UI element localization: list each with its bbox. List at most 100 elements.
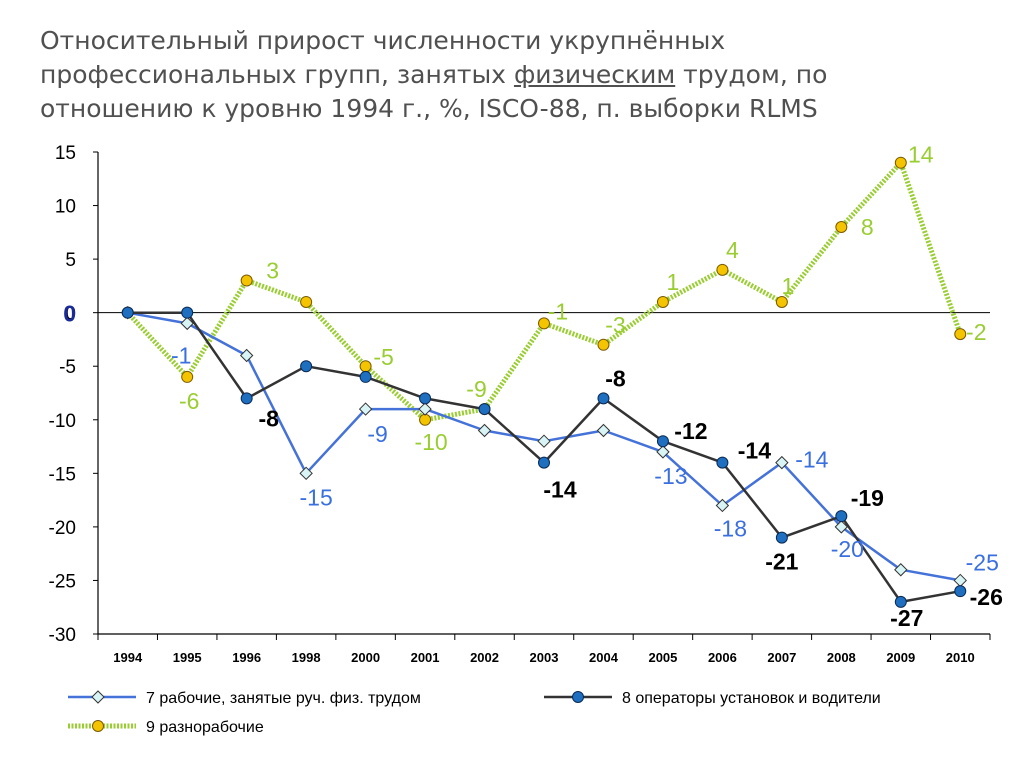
data-label-8: -12	[674, 418, 707, 444]
y-tick-label: -15	[49, 464, 76, 485]
data-label-7: -20	[831, 536, 864, 562]
point-marker-9	[775, 295, 788, 308]
legend-marker-9	[92, 720, 104, 732]
legend-label: 7 рабочие, занятые руч. физ. трудом	[146, 690, 421, 707]
point-marker-7	[894, 563, 908, 577]
point-marker-8	[419, 392, 432, 405]
point-marker-7	[953, 573, 967, 588]
x-tick-label: 2003	[530, 650, 559, 665]
point-marker-8	[121, 306, 134, 319]
data-label-7: -9	[367, 421, 387, 447]
point-marker-8	[300, 360, 313, 373]
point-marker-7	[299, 466, 313, 481]
y-tick-label: -10	[49, 411, 76, 432]
point-marker-7	[596, 423, 611, 438]
legend-marker-7	[91, 690, 105, 704]
x-tick-label: 2006	[708, 650, 737, 665]
data-label-8: -8	[258, 405, 279, 431]
x-tick-label: 2001	[411, 650, 440, 665]
x-tick-label: 2008	[827, 650, 856, 665]
point-marker-9	[597, 338, 610, 351]
point-marker-9	[835, 220, 848, 233]
x-tick-label: 2009	[886, 650, 915, 665]
data-label-8: -19	[851, 485, 884, 511]
point-marker-7	[834, 520, 849, 534]
data-label-8: -14	[543, 477, 576, 503]
point-marker-8	[478, 403, 491, 416]
legend-marker-8	[572, 691, 584, 703]
point-marker-8	[359, 370, 372, 383]
point-marker-7	[656, 445, 670, 459]
title-line-1: Относительный прирост численности укрупн…	[40, 26, 726, 55]
chart-title: Относительный прирост численности укрупн…	[40, 24, 1000, 126]
x-tick-label: 2007	[767, 650, 796, 665]
x-tick-label: 1995	[173, 650, 202, 665]
title-line-3: отношению к уровню 1994 г., %, ISCO-88, …	[40, 94, 818, 123]
point-marker-8	[775, 531, 788, 544]
point-marker-8	[835, 510, 848, 523]
point-marker-7	[537, 434, 551, 448]
data-label-9: 8	[861, 214, 874, 240]
data-label-8: -14	[738, 438, 771, 464]
x-tick-label: 1998	[292, 650, 321, 665]
point-marker-8	[597, 392, 610, 405]
title-line-2-post: трудом, по	[675, 60, 828, 89]
zero-label: 0	[63, 301, 76, 327]
data-label-9: -10	[414, 429, 447, 455]
title-line-2-underlined: физическим	[513, 60, 676, 89]
y-tick-label: -20	[49, 518, 76, 539]
point-marker-7	[358, 402, 373, 416]
y-tick-label: -5	[59, 357, 76, 378]
data-label-9: -1	[548, 298, 568, 324]
data-label-7: -15	[300, 484, 333, 510]
x-tick-label: 1996	[232, 650, 261, 665]
y-tick-label: 5	[65, 250, 76, 271]
point-marker-9	[716, 263, 729, 276]
point-marker-7	[239, 348, 254, 363]
point-marker-9	[894, 156, 907, 169]
point-marker-9	[656, 295, 669, 308]
point-marker-9	[300, 295, 313, 308]
data-label-8: -8	[605, 365, 626, 391]
legend-label: 8 операторы установок и водители	[622, 690, 881, 707]
point-marker-7	[180, 316, 194, 331]
legend-label: 9 разнорабочие	[146, 719, 264, 736]
point-marker-8	[538, 456, 550, 469]
data-label-7: -13	[654, 463, 687, 489]
point-marker-9	[181, 370, 194, 383]
data-label-8: -21	[765, 549, 798, 575]
data-label-7: -25	[966, 549, 999, 575]
point-marker-7	[715, 498, 730, 513]
data-label-9: -9	[466, 376, 486, 402]
data-label-9: 1	[667, 269, 680, 295]
point-marker-9	[240, 274, 253, 287]
data-label-9: -6	[179, 388, 199, 414]
point-marker-8	[716, 456, 729, 469]
point-marker-9	[419, 413, 432, 426]
data-label-9: 14	[908, 142, 934, 168]
y-tick-label: -30	[49, 625, 76, 646]
data-label-9: 1	[781, 273, 794, 299]
point-marker-8	[656, 435, 669, 448]
y-tick-label: 0	[65, 304, 76, 325]
point-marker-8	[240, 392, 253, 405]
point-marker-9	[954, 328, 967, 341]
x-tick-label: 2000	[351, 650, 380, 665]
data-label-9: 4	[726, 237, 739, 263]
x-tick-label: 2002	[470, 650, 499, 665]
data-label-8: -26	[970, 584, 1003, 610]
x-tick-label: 2010	[946, 650, 975, 665]
y-tick-label: 10	[55, 197, 76, 218]
point-marker-9	[538, 317, 550, 330]
title-line-2: профессиональных групп, занятых физическ…	[40, 58, 1000, 92]
series-line-9	[125, 160, 963, 423]
y-tick-label: -25	[49, 571, 76, 592]
point-marker-9	[359, 360, 372, 373]
point-marker-7	[477, 423, 492, 438]
data-label-7: -1	[171, 342, 191, 368]
point-marker-8	[894, 595, 907, 608]
data-label-7: -14	[795, 447, 828, 473]
data-label-9: 3	[266, 258, 279, 284]
title-line-2-pre: профессиональных групп, занятых	[40, 60, 514, 89]
